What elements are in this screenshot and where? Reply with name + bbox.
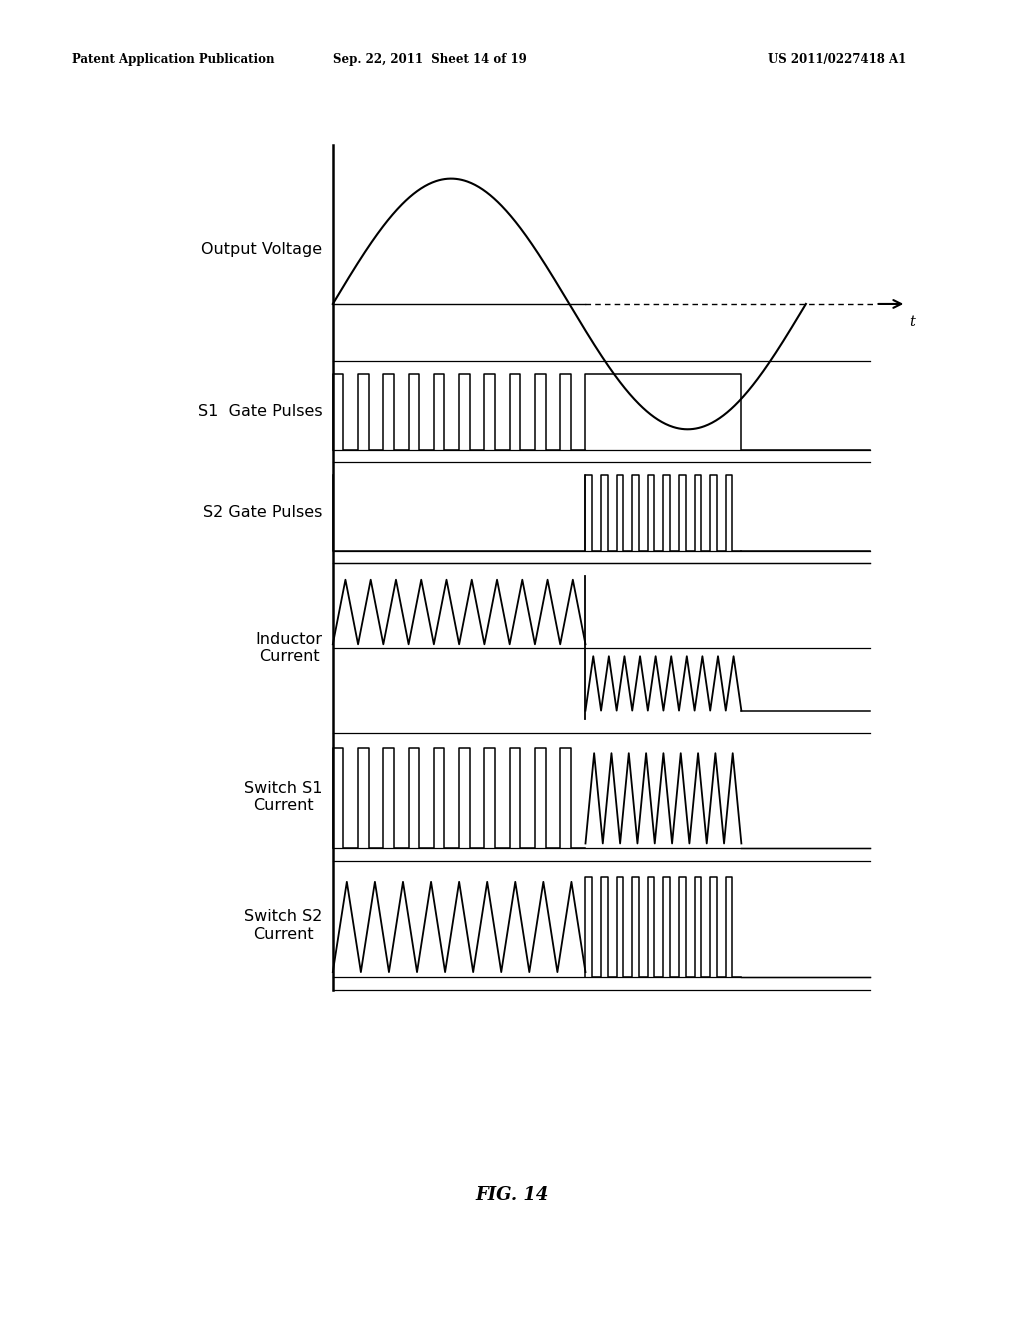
Text: Sep. 22, 2011  Sheet 14 of 19: Sep. 22, 2011 Sheet 14 of 19 <box>333 53 527 66</box>
Text: Switch S2
Current: Switch S2 Current <box>244 909 323 942</box>
Text: Patent Application Publication: Patent Application Publication <box>72 53 274 66</box>
Text: US 2011/0227418 A1: US 2011/0227418 A1 <box>768 53 906 66</box>
Text: FIG. 14: FIG. 14 <box>475 1185 549 1204</box>
Text: Inductor
Current: Inductor Current <box>256 631 323 664</box>
Text: S2 Gate Pulses: S2 Gate Pulses <box>203 504 323 520</box>
Text: Output Voltage: Output Voltage <box>202 242 323 257</box>
Text: S1  Gate Pulses: S1 Gate Pulses <box>198 404 323 418</box>
Text: t: t <box>909 314 915 329</box>
Text: Switch S1
Current: Switch S1 Current <box>244 781 323 813</box>
